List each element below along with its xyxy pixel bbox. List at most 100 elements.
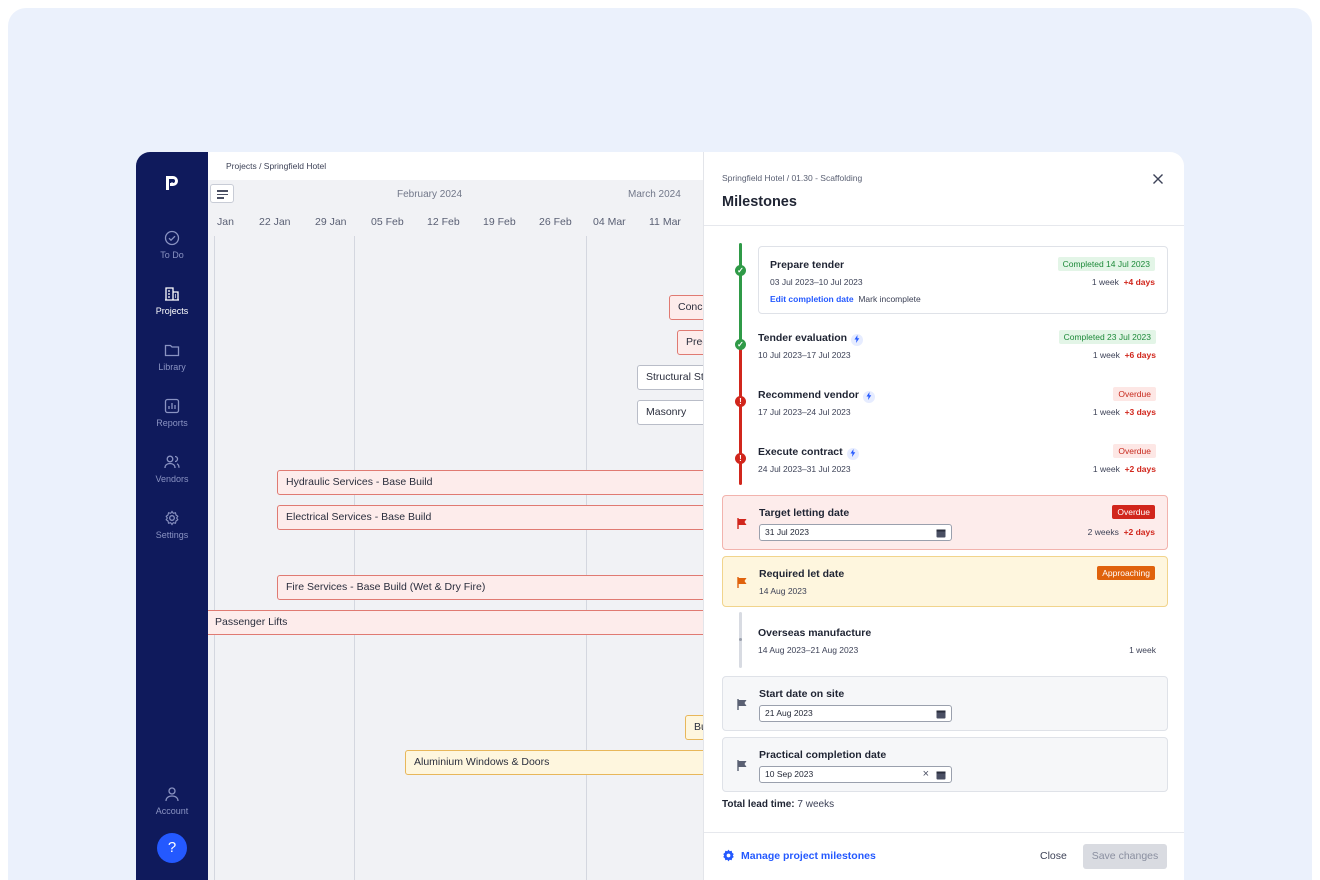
week-label: 04 Mar (593, 216, 626, 228)
manage-milestones-link[interactable]: Manage project milestones (722, 849, 876, 862)
status-badge: Overdue (1113, 387, 1156, 401)
sidebar-item-projects[interactable]: Projects (136, 286, 208, 316)
gantt-bar[interactable]: Masonry (637, 400, 704, 425)
sidebar-item-vendors[interactable]: Vendors (136, 454, 208, 484)
help-button[interactable]: ? (157, 833, 187, 863)
flag-icon (737, 699, 747, 710)
app-logo[interactable] (136, 174, 208, 197)
sidebar-item-label: Vendors (155, 474, 189, 484)
gantt-bar[interactable]: Aluminium Windows & Doors (405, 750, 704, 775)
milestone-dates: 17 Jul 2023–24 Jul 2023 (758, 407, 851, 417)
gantt-bar[interactable]: Prec (677, 330, 704, 355)
timeline-line-complete (739, 243, 742, 343)
gantt-bar[interactable]: Bu (685, 715, 704, 740)
status-badge: Completed 14 Jul 2023 (1057, 257, 1155, 271)
gantt-bar[interactable]: Passenger Lifts (208, 610, 704, 635)
month-label: February 2024 (397, 189, 463, 200)
flag-icon (737, 577, 747, 588)
app-window: To Do Projects Library Reports Vendors S… (136, 152, 1184, 880)
gear-icon (723, 849, 734, 862)
milestone-row[interactable]: Recommend vendor 17 Jul 2023–24 Jul 2023… (722, 385, 1168, 425)
save-changes-button[interactable]: Save changes (1083, 844, 1167, 869)
milestone-dates: 03 Jul 2023–10 Jul 2023 (770, 277, 863, 287)
sidebar: To Do Projects Library Reports Vendors S… (136, 152, 208, 880)
practical-completion-date-input[interactable]: 10 Sep 2023 × (759, 766, 952, 783)
gantt-bar[interactable]: Hydraulic Services - Base Build (277, 470, 704, 495)
breadcrumb[interactable]: Projects / Springfield Hotel (226, 161, 327, 171)
sidebar-item-label: To Do (160, 250, 184, 260)
milestone-card[interactable]: Start date on site 21 Aug 2023 (722, 676, 1168, 731)
lightning-icon (846, 448, 859, 460)
close-button[interactable]: Close (1040, 850, 1067, 862)
milestone-duration: 2 weeks +2 days (1087, 527, 1155, 537)
close-icon[interactable] (1149, 170, 1167, 188)
gantt-bar[interactable]: Electrical Services - Base Build (277, 505, 704, 530)
start-date-input[interactable]: 21 Aug 2023 (759, 705, 952, 722)
milestone-name: Target letting date (759, 507, 850, 519)
sidebar-item-label: Projects (155, 306, 189, 316)
gridline (214, 236, 215, 880)
background-frame: To Do Projects Library Reports Vendors S… (8, 8, 1312, 880)
milestone-card[interactable]: Required let date 14 Aug 2023 Approachin… (722, 556, 1168, 607)
milestone-card[interactable]: Target letting date 31 Jul 2023 Overdue … (722, 495, 1168, 550)
divider (704, 832, 1184, 833)
week-label: Jan (217, 216, 234, 228)
sidebar-item-label: Library (158, 362, 186, 372)
user-icon (165, 787, 179, 802)
menu-icon (217, 190, 228, 192)
mark-incomplete-link[interactable]: Mark incomplete (858, 294, 921, 304)
milestone-name: Recommend vendor (758, 389, 859, 401)
gantt-chart: Projects / Springfield Hotel February 20… (208, 152, 704, 880)
milestone-card[interactable]: Prepare tender 03 Jul 2023–10 Jul 2023 E… (758, 246, 1168, 314)
target-letting-date-input[interactable]: 31 Jul 2023 (759, 524, 952, 541)
gantt-header (208, 152, 704, 180)
milestone-name: Tender evaluation (758, 332, 848, 344)
week-label: 12 Feb (427, 216, 460, 228)
gridline (354, 236, 355, 880)
timeline-dot (739, 638, 742, 641)
divider (704, 225, 1184, 226)
clear-icon[interactable]: × (922, 768, 929, 780)
alert-icon: ! (735, 453, 746, 464)
milestone-name: Overseas manufacture (758, 627, 872, 639)
sidebar-item-todo[interactable]: To Do (136, 230, 208, 260)
flag-icon (737, 518, 747, 529)
milestone-row[interactable]: Tender evaluation 10 Jul 2023–17 Jul 202… (722, 328, 1168, 368)
users-icon (164, 455, 180, 469)
sidebar-item-label: Settings (155, 530, 189, 540)
calendar-icon[interactable] (936, 528, 946, 538)
flag-icon (737, 760, 747, 771)
calendar-icon[interactable] (936, 709, 946, 719)
week-label: 29 Jan (315, 216, 347, 228)
status-badge: Approaching (1097, 566, 1155, 580)
sidebar-item-label: Reports (156, 418, 188, 428)
status-badge: Overdue (1112, 505, 1155, 519)
milestone-duration: 1 week +2 days (1092, 464, 1156, 474)
calendar-icon[interactable] (936, 770, 946, 780)
gantt-bar[interactable]: Fire Services - Base Build (Wet & Dry Fi… (277, 575, 704, 600)
lightning-icon (862, 391, 875, 403)
sidebar-item-account[interactable]: Account (136, 786, 208, 816)
gantt-bar[interactable]: Concr (669, 295, 704, 320)
lightning-icon (851, 334, 864, 346)
alert-icon: ! (735, 396, 746, 407)
milestone-name: Prepare tender (770, 259, 845, 271)
week-label: 19 Feb (483, 216, 516, 228)
milestone-name: Practical completion date (759, 749, 887, 761)
edit-completion-date-link[interactable]: Edit completion date (770, 294, 854, 304)
milestone-duration: 1 week +4 days (1091, 277, 1155, 287)
sidebar-item-library[interactable]: Library (136, 342, 208, 372)
milestone-card[interactable]: Practical completion date 10 Sep 2023 × (722, 737, 1168, 792)
menu-toggle-button[interactable] (210, 184, 234, 203)
sidebar-item-settings[interactable]: Settings (136, 510, 208, 540)
milestone-duration: 1 week +3 days (1092, 407, 1156, 417)
sidebar-item-label: Account (155, 806, 189, 816)
status-badge: Completed 23 Jul 2023 (1058, 330, 1156, 344)
sidebar-item-reports[interactable]: Reports (136, 398, 208, 428)
gantt-bar[interactable]: Structural St (637, 365, 704, 390)
milestone-row[interactable]: Execute contract 24 Jul 2023–31 Jul 2023… (722, 442, 1168, 482)
status-badge: Overdue (1113, 444, 1156, 458)
check-icon: ✓ (735, 339, 746, 350)
milestone-row[interactable]: Overseas manufacture 14 Aug 2023–21 Aug … (722, 621, 1168, 661)
milestone-dates: 14 Aug 2023–21 Aug 2023 (758, 645, 859, 655)
